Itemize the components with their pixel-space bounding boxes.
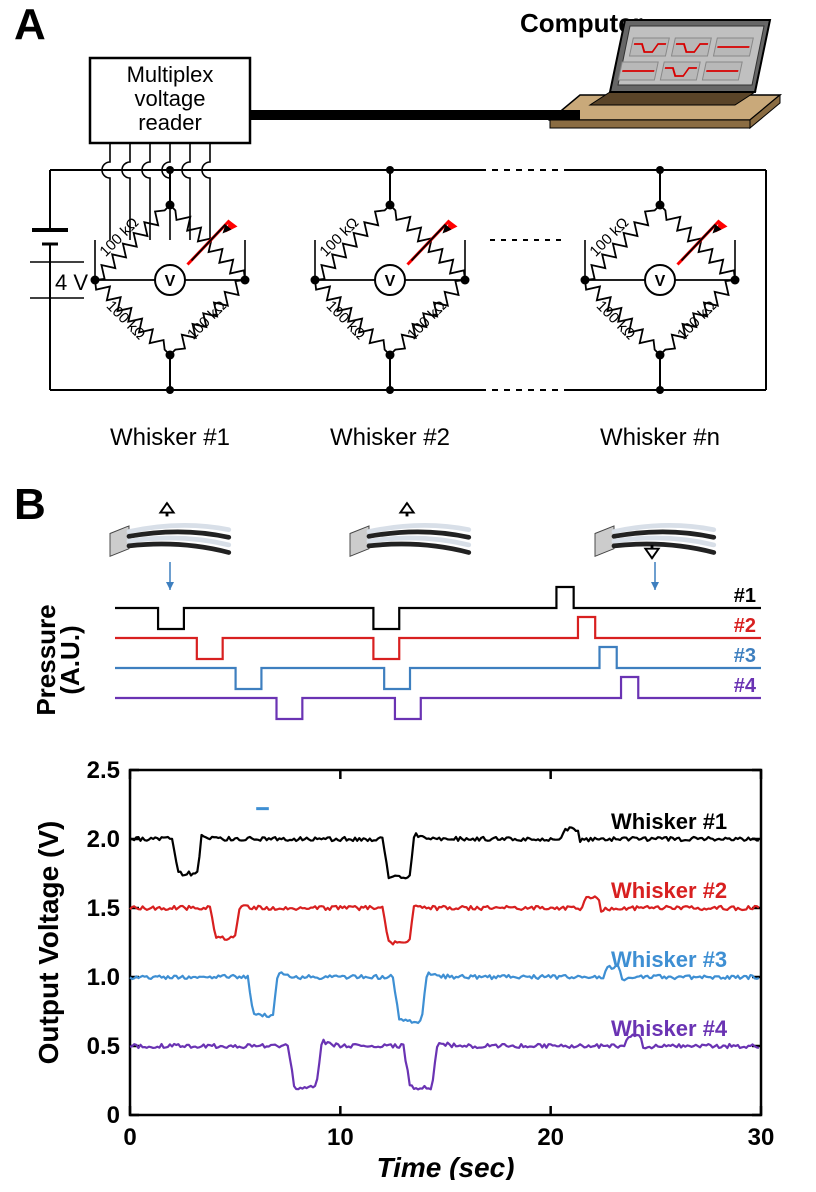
svg-text:0.5: 0.5 [87,1033,120,1060]
panel-b: #1 #2 #3 #4 Pressure(A.U.) 0 0.5 1.0 1.5 2.0 2.5 0 1… [20,490,796,1182]
svg-text:V: V [655,273,666,290]
svg-text:#3: #3 [734,645,756,667]
svg-text:reader: reader [138,110,202,135]
svg-text:Whisker #3: Whisker #3 [611,947,727,972]
svg-text:Time (sec): Time (sec) [377,1152,515,1180]
svg-text:30: 30 [748,1124,775,1151]
svg-text:Whisker #n: Whisker #n [600,424,720,451]
svg-text:Whisker #2: Whisker #2 [330,424,450,451]
svg-text:Whisker #2: Whisker #2 [611,878,727,903]
svg-text:Pressure(A.U.): Pressure(A.U.) [31,604,85,715]
svg-text:#1: #1 [734,585,756,607]
svg-text:1.0: 1.0 [87,964,120,991]
svg-text:100 kΩ: 100 kΩ [404,297,450,343]
circuit-diagram: ComputerMultiplexvoltagereader4 VV100 kΩ… [20,0,796,470]
svg-text:0: 0 [123,1124,136,1151]
svg-text:2.5: 2.5 [87,757,120,784]
voltage-charts: #1 #2 #3 #4 Pressure(A.U.) 0 0.5 1.0 1.5 2.0 2.5 0 1… [20,490,796,1180]
svg-text:Whisker #1: Whisker #1 [611,809,727,834]
panel-a: ComputerMultiplexvoltagereader4 VV100 kΩ… [20,0,796,470]
svg-text:V: V [165,273,176,290]
svg-text:1.5: 1.5 [87,895,120,922]
svg-text:V: V [385,273,396,290]
svg-text:Multiplex: Multiplex [127,62,214,87]
svg-text:2.0: 2.0 [87,826,120,853]
svg-text:Output Voltage (V): Output Voltage (V) [33,821,64,1065]
svg-text:0: 0 [107,1102,120,1129]
svg-text:voltage: voltage [135,86,206,111]
svg-text:Whisker #1: Whisker #1 [110,424,230,451]
svg-text:Whisker #4: Whisker #4 [611,1016,728,1041]
svg-text:#2: #2 [734,615,756,637]
svg-text:100 kΩ: 100 kΩ [674,297,720,343]
svg-text:4 V: 4 V [55,270,88,295]
svg-text:20: 20 [537,1124,564,1151]
svg-text:#4: #4 [734,675,757,697]
svg-text:100 kΩ: 100 kΩ [184,297,230,343]
svg-text:10: 10 [327,1124,354,1151]
